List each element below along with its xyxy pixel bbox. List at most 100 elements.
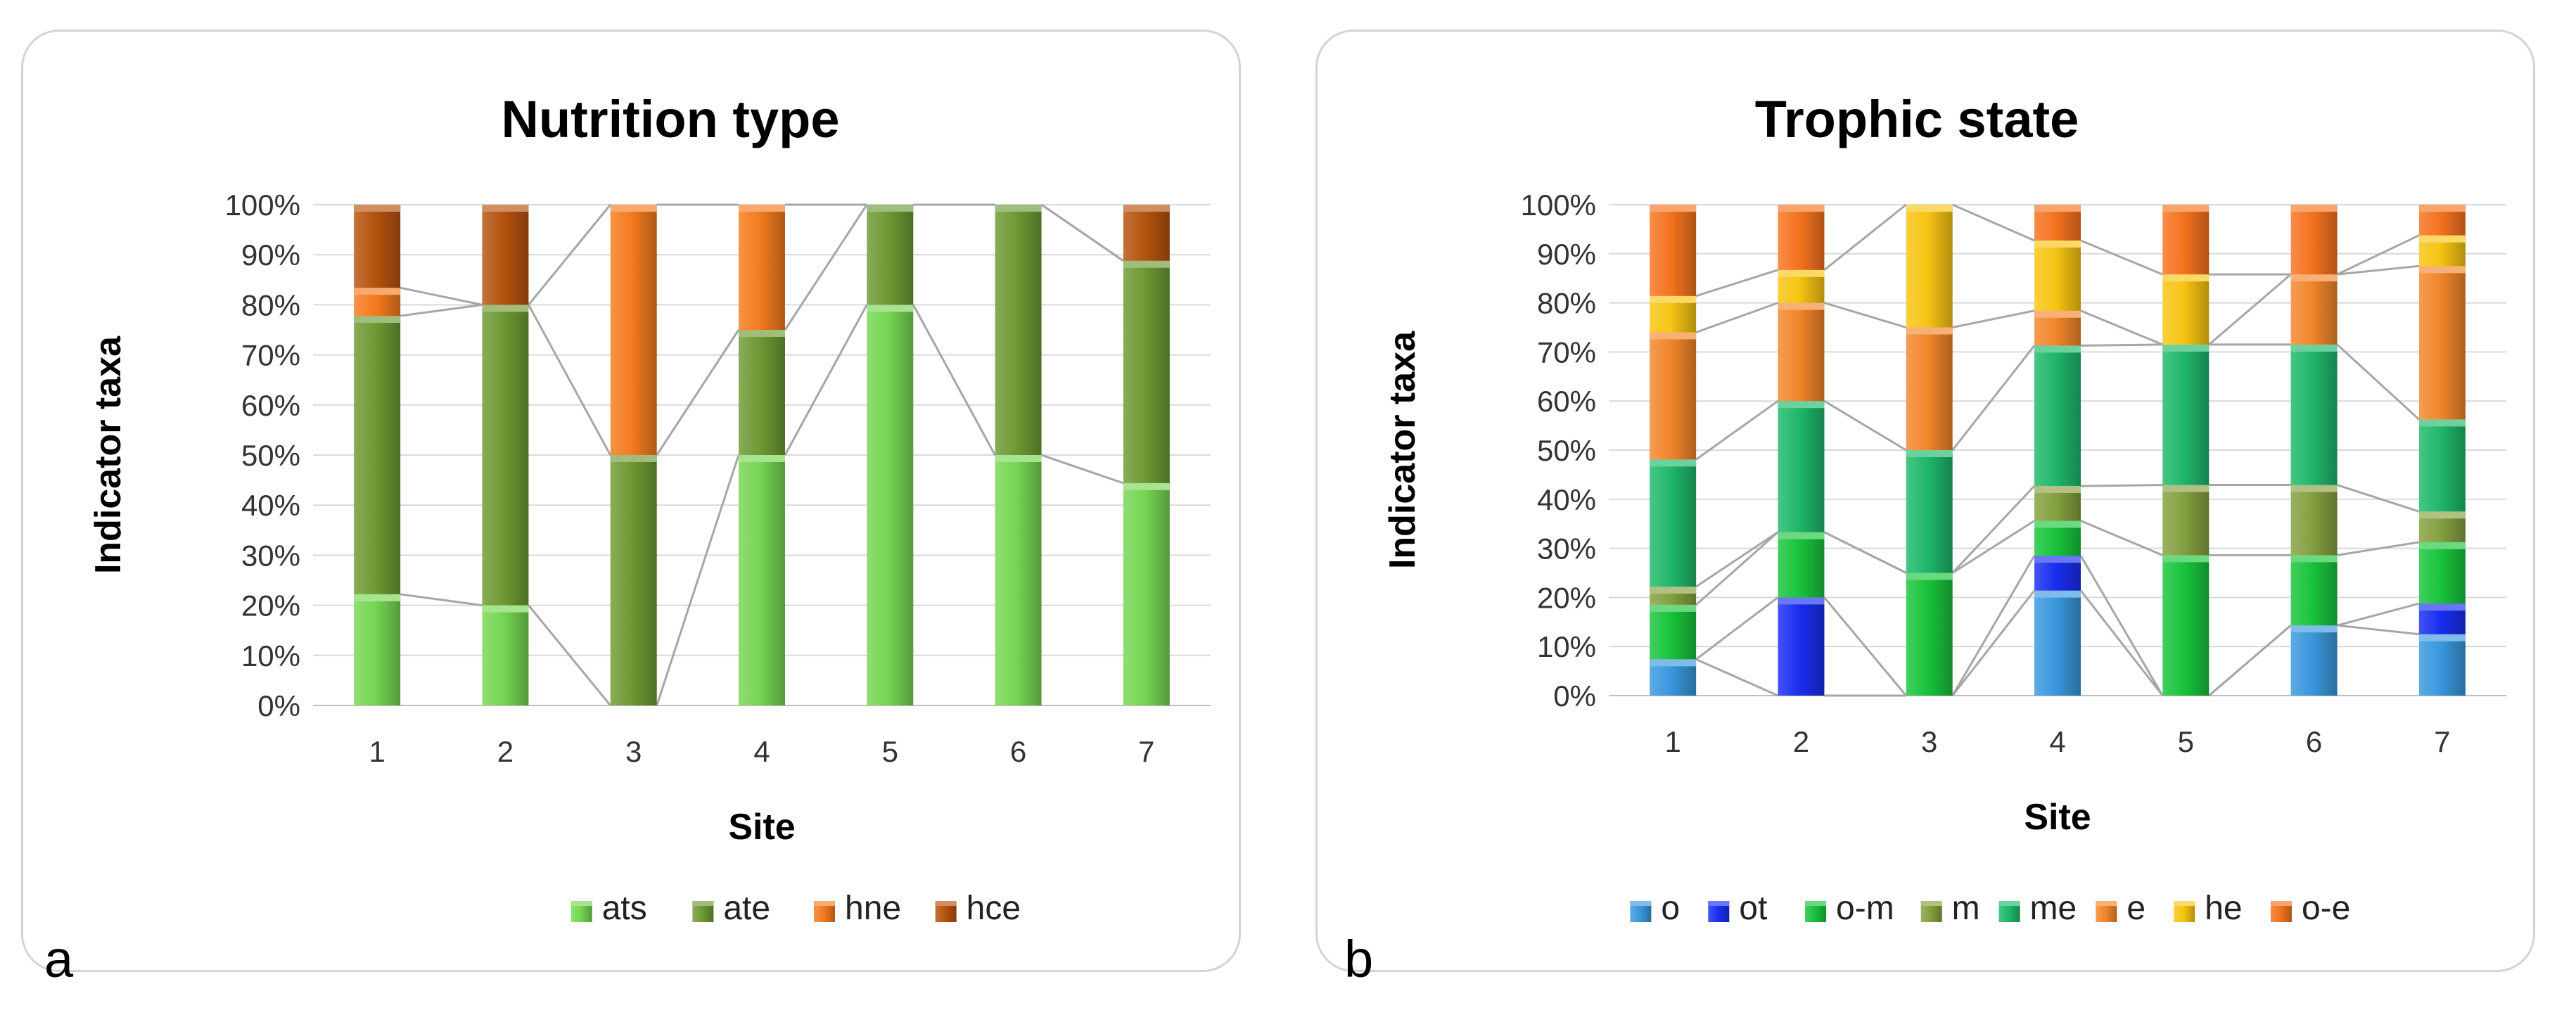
bar-cap (2290, 205, 2338, 212)
bar-cap (2162, 274, 2210, 282)
legend-swatch-cap (570, 901, 592, 906)
bar-cap (1906, 327, 1953, 335)
y-tick-label: 50% (241, 439, 300, 472)
bar-cap (1906, 450, 1953, 457)
series-line-ats (400, 593, 483, 607)
bar-cap (2034, 485, 2081, 493)
bar-o-m-site-2 (1778, 532, 1825, 598)
series-line-ats (1041, 454, 1124, 485)
bar-me-site-3 (1906, 450, 1953, 573)
bar-cap (1778, 401, 1825, 409)
bar-cap (354, 316, 401, 324)
legend-label-o-e: o-e (2302, 890, 2350, 927)
series-line-o-m (2337, 541, 2420, 556)
series-line-ate (656, 329, 740, 456)
bar-cap (1650, 459, 1697, 467)
bar-cap (2034, 590, 2081, 598)
y-tick-label: 70% (1537, 335, 1596, 369)
series-line-o-m (1951, 520, 2035, 574)
bar-e-site-2 (1778, 302, 1825, 402)
panel-letter: b (1344, 930, 1374, 988)
y-tick-label: 80% (241, 288, 300, 321)
series-line-ot (1695, 596, 1779, 660)
legend-swatch-cap (1998, 901, 2020, 906)
series-line-ats (784, 304, 868, 456)
bar-o-site-6 (2290, 625, 2338, 696)
bar-cap (610, 455, 657, 462)
bar-o-site-7 (2418, 634, 2466, 696)
y-tick-label: 0% (1553, 679, 1596, 712)
bar-ats-site-4 (739, 455, 785, 705)
y-tick-label: 70% (241, 339, 300, 372)
x-tick-label: 2 (1793, 725, 1809, 758)
chart-title: Nutrition type (502, 90, 840, 148)
series-line-hne (528, 204, 611, 306)
bar-cap (2034, 556, 2081, 563)
legend-label-ats: ats (602, 890, 647, 927)
bar-cap (2418, 235, 2466, 243)
bar-cap (2290, 555, 2338, 563)
bar-e-site-6 (2290, 274, 2338, 345)
bar-cap (482, 305, 529, 312)
bar-cap (2418, 634, 2466, 641)
bar-cap (2034, 345, 2081, 353)
legend-swatch-cap (2096, 901, 2117, 906)
bar-cap (1778, 205, 1825, 212)
series-line-m (2337, 484, 2420, 513)
bar-e-site-3 (1906, 327, 1953, 450)
series-line-ot (1951, 555, 2036, 696)
bar-o-m-site-3 (1906, 573, 1953, 696)
series-line-o (1695, 658, 1779, 697)
bar-ats-site-5 (867, 305, 914, 705)
bar-hce-site-7 (1123, 205, 1170, 261)
bar-hce-site-2 (482, 205, 529, 305)
bar-ate-site-3 (610, 455, 657, 705)
y-tick-label: 0% (257, 689, 300, 722)
bar-e-site-1 (1650, 332, 1697, 460)
series-line-ot (2208, 625, 2292, 697)
legend-label-hce: hce (967, 890, 1021, 927)
bar-me-site-2 (1778, 401, 1825, 532)
legend-label-hne: hne (845, 890, 901, 927)
series-line-ate (400, 303, 483, 317)
bar-cap (1778, 532, 1825, 539)
chart-title: Trophic state (1755, 90, 2079, 148)
series-line-e (1952, 309, 2035, 328)
bar-hce-site-1 (354, 205, 401, 288)
series-line-hne (400, 286, 483, 306)
bar-me-site-5 (2162, 344, 2210, 485)
chart-nutrition-type: Nutrition type 0% 10% 20% 30% 40% 50% 60% 70% 80%… (88, 90, 1211, 927)
bar-cap (2034, 240, 2081, 248)
bar-cap (739, 455, 785, 462)
series-line-he (1823, 203, 1907, 271)
series-line-m (1951, 485, 2036, 574)
legend-label-ot: ot (1739, 890, 1767, 927)
bar-ot-site-2 (1778, 597, 1825, 696)
bar-ate-site-2 (482, 305, 529, 606)
bar-ate-site-5 (867, 205, 914, 305)
bar-o-e-site-1 (1650, 205, 1697, 296)
bar-he-site-3 (1906, 205, 1953, 328)
bar-cap (2290, 274, 2338, 282)
series-line-e (2208, 273, 2292, 346)
y-tick-label: 20% (1537, 581, 1596, 614)
series-line-m (1823, 531, 1907, 574)
chart-trophic-state: Trophic state 0% 10% 20% 30% 40% 50% 60% 70% 80% 9… (1382, 90, 2506, 927)
series-line-ot (1823, 596, 1907, 696)
bar-o-e-site-2 (1778, 205, 1825, 270)
x-tick-label: 5 (2178, 725, 2194, 758)
series-line-me (1695, 399, 1779, 461)
bar-ats-site-2 (482, 605, 529, 705)
y-tick-label: 30% (1537, 532, 1596, 565)
bar-cap (2418, 419, 2466, 427)
bar-cap (739, 330, 785, 337)
series-line-o-m (2080, 520, 2163, 556)
x-tick-label: 4 (753, 735, 770, 768)
series-line-he (1952, 203, 2035, 242)
bar-ats-site-6 (995, 455, 1042, 705)
bar-cap (2162, 485, 2210, 492)
series-line-me (1951, 345, 2036, 451)
bar-hne-site-3 (610, 205, 657, 455)
series-line-ate (784, 204, 868, 331)
bar-ate-site-7 (1123, 260, 1170, 483)
